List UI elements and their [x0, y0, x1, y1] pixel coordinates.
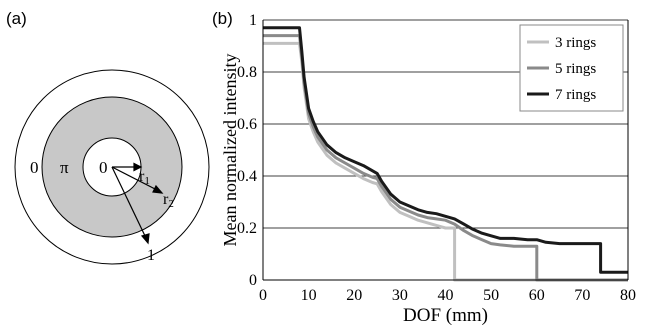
- center-zone-label: 0: [99, 158, 108, 177]
- series-line-1: [263, 41, 628, 282]
- y-tick-label-1: 0.2: [237, 220, 257, 237]
- series-layer: [263, 26, 628, 282]
- edge-arrow-line: [111, 166, 147, 239]
- x-tick-label-8: 80: [620, 287, 636, 304]
- panel-b-label: (b): [212, 9, 233, 28]
- x-axis-title: DOF (mm): [403, 305, 488, 325]
- y-tick-label-4: 0.8: [237, 64, 257, 81]
- y-tick-label-5: 1: [249, 12, 257, 29]
- r1-arrowhead: [133, 162, 143, 172]
- x-tick-label-3: 30: [392, 287, 408, 304]
- legend-label-1: 3 rings: [555, 35, 596, 51]
- y-axis-title: Mean normalized intensity: [220, 54, 240, 247]
- x-tick-labels: 0 10 20 30 40 50 60 70 80: [259, 287, 636, 304]
- y-tick-label-3: 0.6: [237, 116, 257, 133]
- r2-label: r2: [163, 191, 174, 210]
- edge-arrowhead: [140, 233, 150, 245]
- r2-arrowhead: [152, 184, 164, 194]
- x-tick-label-4: 40: [438, 287, 454, 304]
- edge-radius-label: 1: [147, 247, 155, 264]
- panel-a: (a) 0 π 0 r1 r2 1: [6, 9, 210, 265]
- x-tick-label-0: 0: [259, 287, 267, 304]
- series-line-3: [263, 26, 628, 274]
- series-line-2: [263, 34, 628, 282]
- y-tick-labels: 0 0.2 0.4 0.6 0.8 1: [237, 12, 257, 289]
- x-tick-label-6: 60: [529, 287, 545, 304]
- radius-arrows: [111, 162, 164, 245]
- x-tick-label-7: 70: [574, 287, 590, 304]
- x-tick-label-1: 10: [301, 287, 317, 304]
- ring-zone-label: π: [60, 158, 69, 177]
- outer-zone-label: 0: [30, 158, 39, 177]
- x-tick-label-5: 50: [483, 287, 499, 304]
- panel-b: (b) 0 10 20 30 40 50 60 70 80 0 0.2 0.4 0.6 0.8 1 DOF…: [212, 9, 636, 325]
- y-tick-label-2: 0.4: [237, 168, 257, 185]
- y-tick-label-0: 0: [249, 272, 257, 289]
- legend-label-3: 7 rings: [555, 87, 596, 103]
- legend-label-2: 5 rings: [555, 61, 596, 77]
- legend: 3 rings 5 rings 7 rings: [519, 24, 624, 112]
- x-tick-label-2: 20: [346, 287, 362, 304]
- r1-label: r1: [139, 168, 150, 187]
- panel-a-label: (a): [6, 9, 27, 28]
- r2-arrow-line: [111, 166, 158, 191]
